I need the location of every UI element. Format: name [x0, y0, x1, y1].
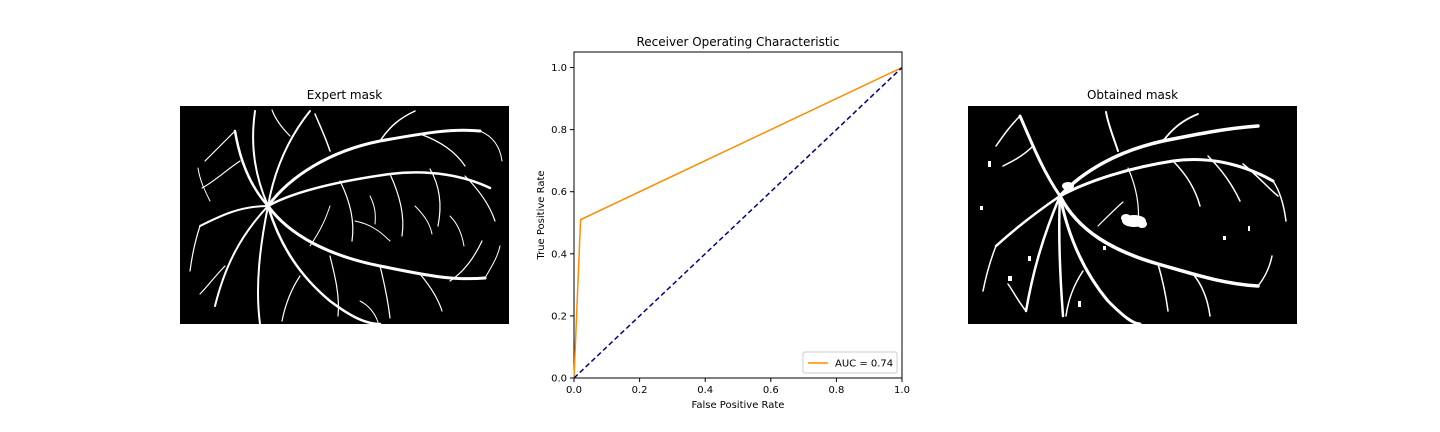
- obtained-mask-title: Obtained mask: [1086, 88, 1179, 102]
- legend: AUC = 0.74: [802, 351, 898, 374]
- legend-box: [802, 351, 898, 374]
- tick-marks: 0.0 0.2 0.4 0.6 0.8 1.0 0.0 0.2 0.4 0.6 0.8 1.0: [551, 63, 910, 396]
- expert-vessel-drawing: [189, 109, 503, 324]
- y-axis-label: True Positive Rate: [536, 170, 547, 260]
- y-tick-label: 0.2: [551, 311, 567, 322]
- y-tick-label: 0.6: [551, 187, 567, 198]
- x-tick-label: 0.8: [828, 385, 844, 396]
- series-lines: [573, 66, 903, 379]
- x-tick-label: 0.6: [763, 385, 779, 396]
- expert-mask-image: [180, 106, 509, 324]
- obtained-mask-image: [968, 106, 1297, 324]
- chance-diagonal-line: [573, 66, 903, 379]
- x-tick-label: 0.4: [697, 385, 713, 396]
- legend-entry: AUC = 0.74: [835, 359, 893, 370]
- x-axis-label: False Positive Rate: [692, 400, 785, 411]
- chart-title: Receiver Operating Characteristic: [636, 35, 839, 49]
- plot-frame: [573, 51, 903, 379]
- y-tick-label: 0.8: [551, 125, 567, 136]
- x-tick-label: 0.2: [632, 385, 648, 396]
- obtained-vessel-drawing: [980, 111, 1287, 324]
- y-tick-label: 0.0: [551, 374, 567, 385]
- y-tick-label: 0.4: [551, 249, 567, 260]
- x-tick-label: 1.0: [894, 385, 910, 396]
- y-tick-label: 1.0: [551, 63, 567, 74]
- x-tick-label: 0.0: [566, 385, 582, 396]
- expert-mask-title: Expert mask: [306, 88, 383, 102]
- roc-curve-line: [573, 66, 903, 379]
